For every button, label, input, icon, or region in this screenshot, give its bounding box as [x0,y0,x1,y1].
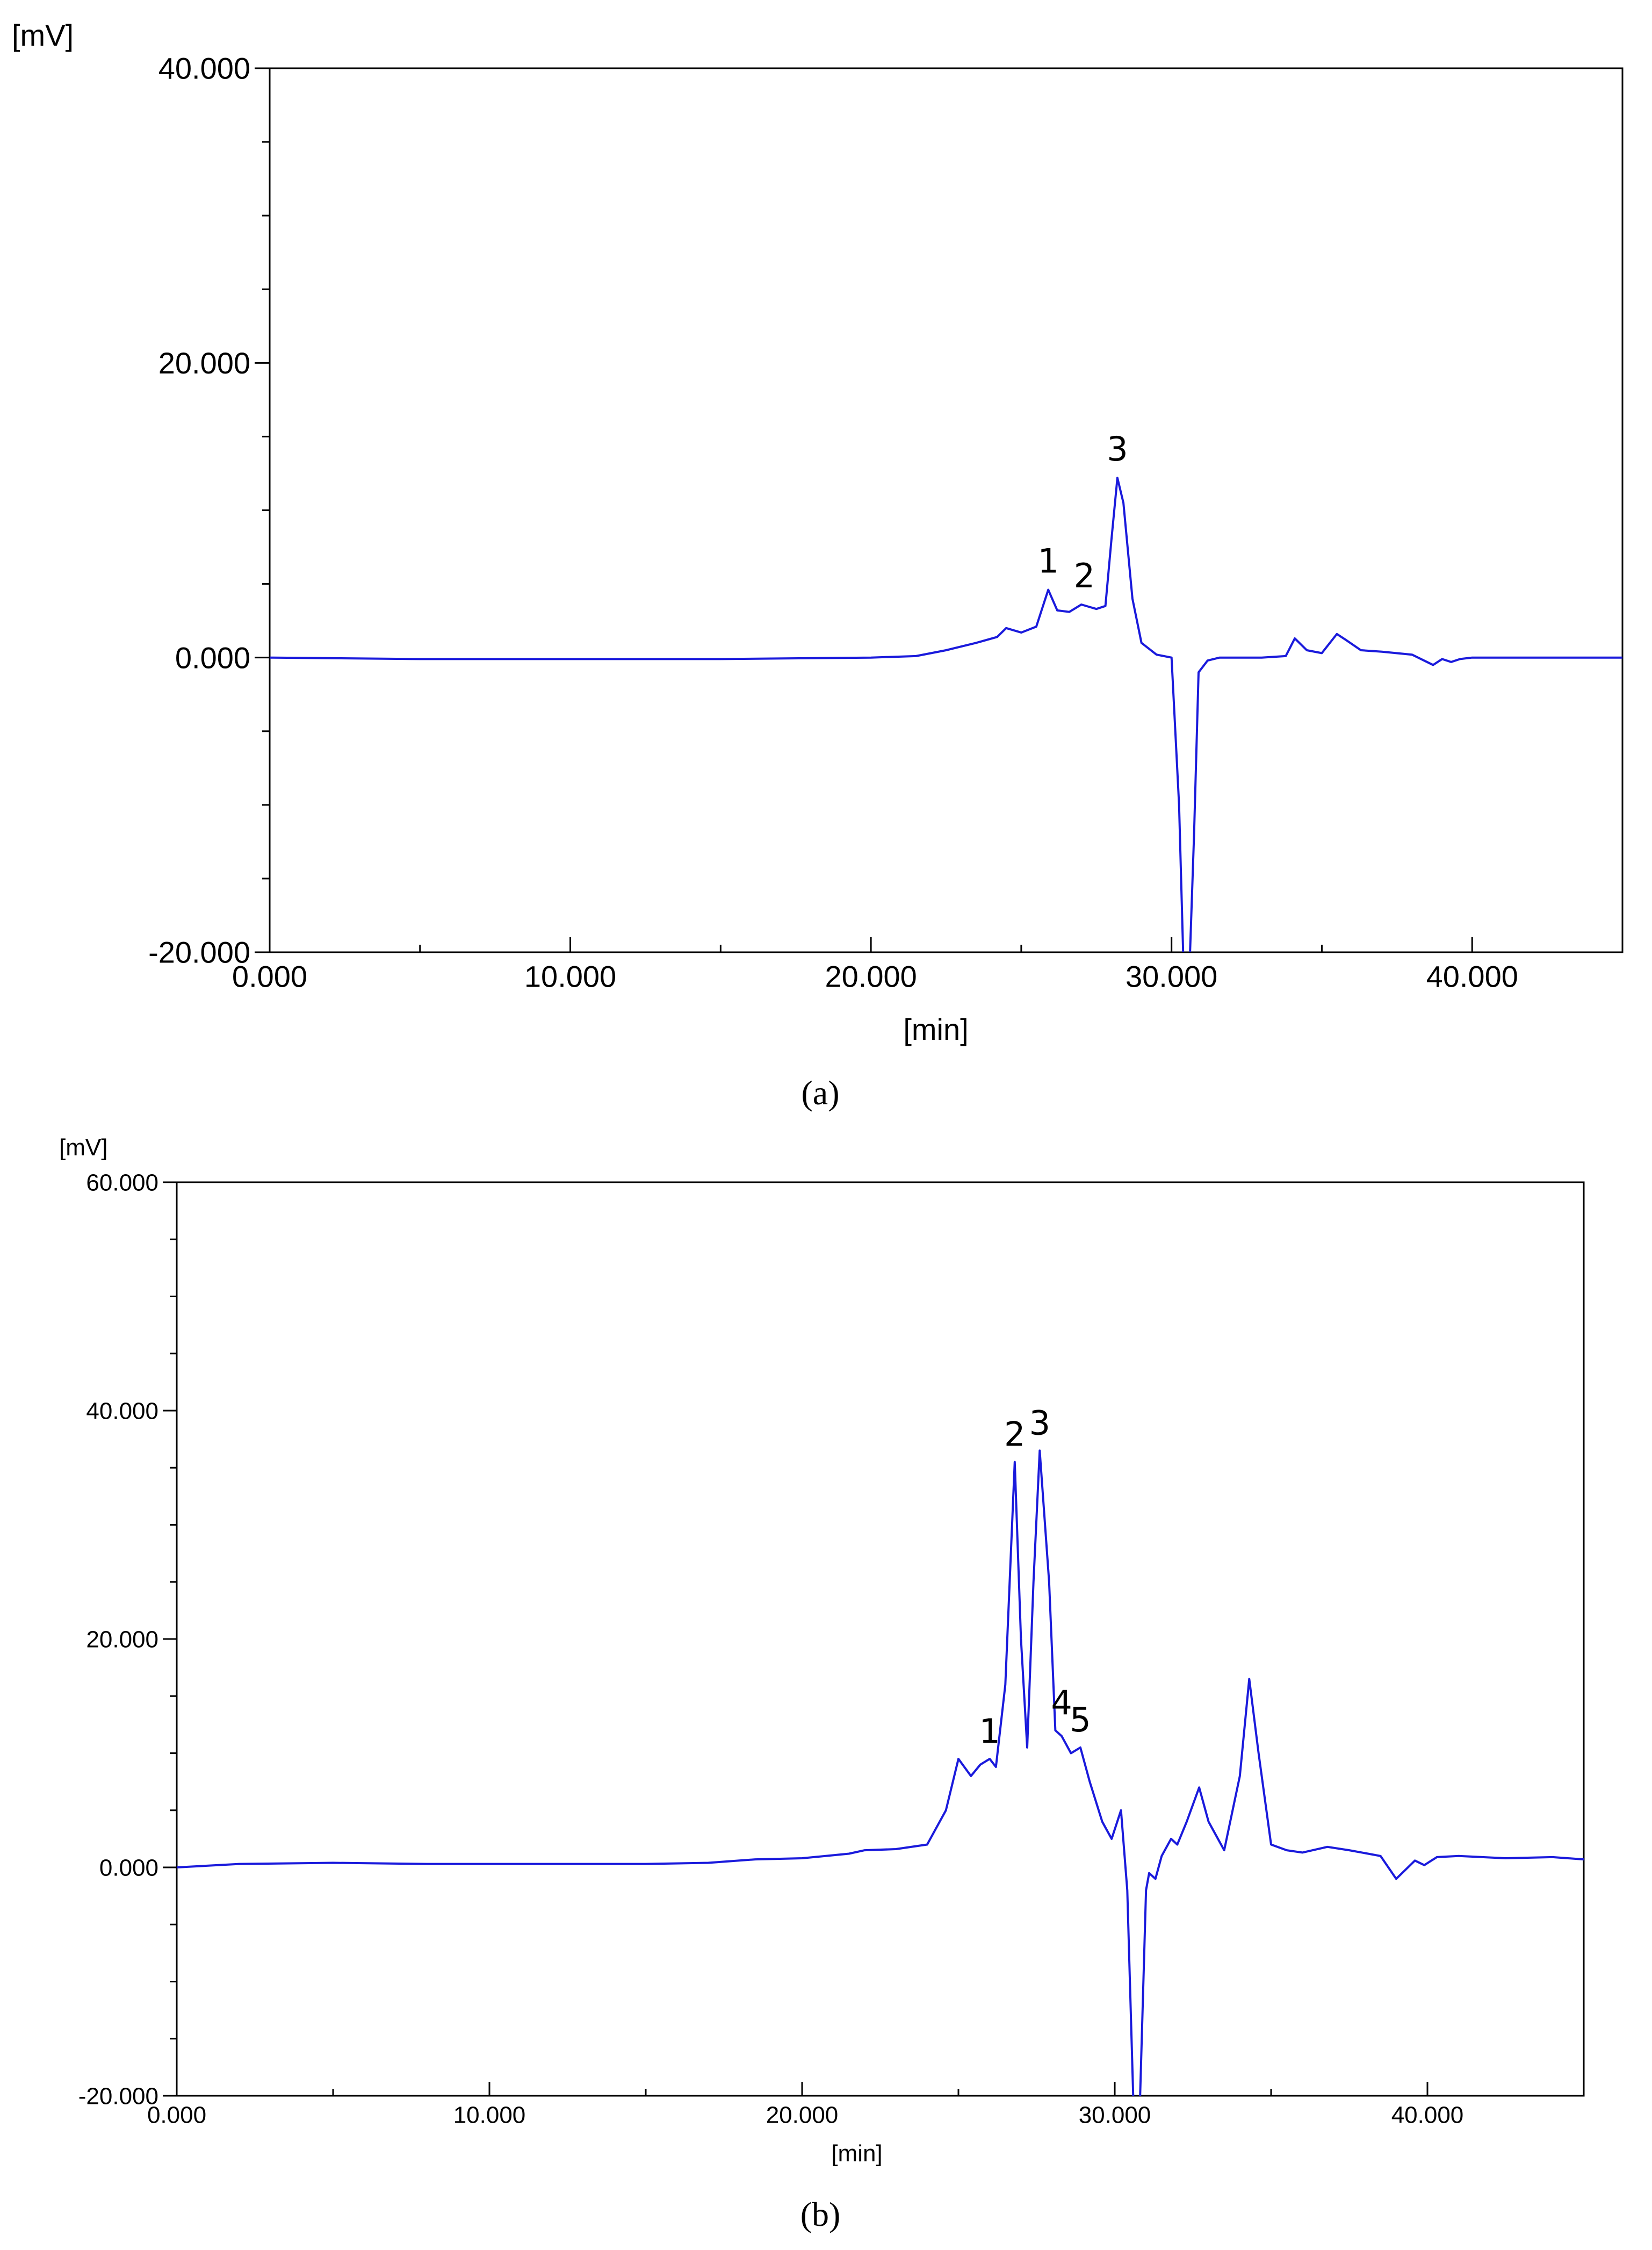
peak-label: 5 [1070,1700,1091,1739]
x-tick-label: 30.000 [1079,2102,1151,2129]
x-axis-label: [min] [903,1012,968,1046]
chart-panel-0: 0.000 10.000 20.000 30.000 40.000-20.0000.00… [12,18,1624,1112]
y-tick-label: 60.000 [86,1169,158,1196]
y-axis-label: [mV] [12,18,74,52]
chromatogram-trace [177,1449,1584,2096]
y-tick-label: -20.000 [148,936,250,969]
plot-frame [176,1181,1585,2097]
peak-label: 4 [1051,1683,1072,1722]
x-tick-label: 0.000 [147,2102,206,2129]
panel-label: (b) [800,2195,841,2233]
y-tick-label: -20.000 [78,2083,158,2109]
y-tick-label: 40.000 [86,1398,158,1424]
x-axis-label: [min] [831,2140,882,2167]
panel-label: (a) [801,1074,839,1112]
peak-label: 1 [1038,542,1059,581]
x-tick-label: 40.000 [1426,959,1518,993]
x-tick-label: 20.000 [766,2102,839,2129]
y-tick-label: 40.000 [158,52,250,85]
y-tick-label: 20.000 [158,346,250,380]
x-tick-label: 40.000 [1391,2102,1464,2129]
peak-label: 1 [979,1712,1000,1751]
x-tick-label: 0.000 [232,959,307,993]
y-tick-label: 20.000 [86,1626,158,1652]
chromatogram-trace [270,477,1622,952]
x-tick-label: 10.000 [453,2102,526,2129]
y-tick-label: 0.000 [175,641,250,674]
y-axis-label: [mV] [59,1134,107,1161]
plot-frame [269,67,1624,953]
chart-panel-1: 0.000 10.000 20.000 30.000 40.000-20.0000.00… [59,1134,1585,2233]
peak-label: 2 [1004,1415,1025,1454]
x-tick-label: 30.000 [1126,959,1217,993]
x-tick-label: 10.000 [524,959,616,993]
y-tick-label: 0.000 [99,1854,158,1881]
peak-label: 2 [1074,556,1095,595]
x-tick-label: 20.000 [825,959,917,993]
peak-label: 3 [1107,429,1128,469]
peak-label: 3 [1029,1403,1050,1442]
